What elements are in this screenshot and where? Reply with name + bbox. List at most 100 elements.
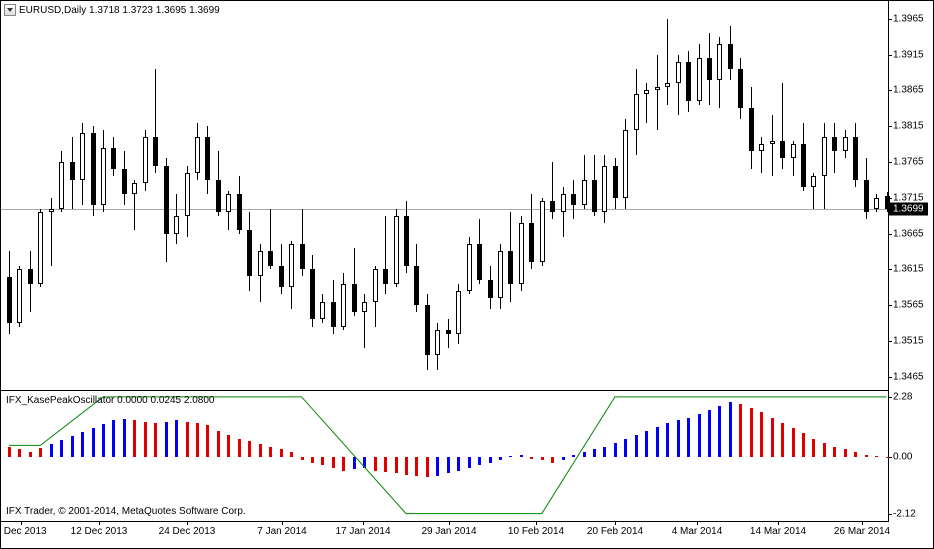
- candle-body: [592, 180, 597, 212]
- dropdown-icon[interactable]: [4, 4, 16, 16]
- oscillator-chart[interactable]: [1, 391, 889, 521]
- time-axis: 2 Dec 201312 Dec 201324 Dec 20137 Jan 20…: [1, 521, 889, 549]
- price-chart[interactable]: [1, 1, 889, 391]
- candle-body: [519, 223, 524, 284]
- chart-title: EURUSD,Daily 1.3718 1.3723 1.3695 1.3699: [19, 5, 220, 16]
- candle-body: [320, 302, 325, 320]
- candle-body: [697, 58, 702, 101]
- candle-body: [205, 137, 210, 180]
- candle-body: [310, 269, 315, 319]
- candle-wick: [646, 83, 647, 122]
- candle-body: [101, 148, 106, 205]
- candle-body: [153, 137, 158, 166]
- candle-body: [91, 133, 96, 205]
- price-tick: [889, 269, 892, 270]
- time-tick: [99, 522, 100, 525]
- time-tick: [615, 522, 616, 525]
- candle-body: [634, 94, 639, 130]
- time-tick-label: 24 Dec 2013: [159, 526, 216, 537]
- price-tick: [889, 19, 892, 20]
- price-tick-label: 1.3915: [893, 49, 924, 60]
- candle-body: [665, 83, 670, 87]
- price-tick-label: 1.3515: [893, 335, 924, 346]
- candle-body: [602, 166, 607, 213]
- time-tick-label: 26 Mar 2014: [834, 526, 890, 537]
- candle-body: [28, 269, 33, 283]
- candle-body: [623, 130, 628, 198]
- candle-body: [832, 137, 837, 151]
- candle-body: [414, 266, 419, 305]
- time-tick-label: 12 Dec 2013: [71, 526, 128, 537]
- chart-window: EURUSD,Daily 1.3718 1.3723 1.3695 1.3699…: [0, 0, 934, 549]
- time-tick: [363, 522, 364, 525]
- candle-body: [38, 212, 43, 284]
- candle-body: [7, 277, 12, 324]
- candle-body: [268, 251, 273, 265]
- price-tick-label: 1.3815: [893, 121, 924, 132]
- time-tick-label: 17 Jan 2014: [335, 526, 390, 537]
- candle-body: [874, 198, 879, 209]
- candle-body: [770, 141, 775, 145]
- price-tick: [889, 234, 892, 235]
- candle-body: [143, 137, 148, 184]
- price-tick-label: 1.3615: [893, 264, 924, 275]
- candle-body: [686, 62, 691, 101]
- price-tick-label: 1.3465: [893, 371, 924, 382]
- candle-body: [352, 284, 357, 313]
- time-tick-label: 20 Feb 2014: [587, 526, 643, 537]
- candle-body: [571, 194, 576, 205]
- oscillator-tick: [889, 397, 892, 398]
- price-tick: [889, 162, 892, 163]
- price-tick-label: 1.3565: [893, 300, 924, 311]
- time-tick: [697, 522, 698, 525]
- price-tick: [889, 126, 892, 127]
- candle-body: [174, 216, 179, 234]
- candle-body: [780, 141, 785, 159]
- candle-body: [80, 133, 85, 180]
- current-price-marker: 1.3699: [889, 203, 928, 216]
- candle-body: [749, 108, 754, 151]
- price-axis: 1.3465 1.3515 1.3565 1.3615 1.3665 1.3715 1.37…: [889, 1, 934, 391]
- time-tick-label: 29 Jan 2014: [421, 526, 476, 537]
- candle-body: [488, 280, 493, 298]
- oscillator-axis: 2.280.00-2.12: [889, 391, 934, 521]
- candle-body: [435, 330, 440, 355]
- candle-body: [185, 173, 190, 216]
- candle-body: [613, 166, 618, 198]
- price-tick-label: 1.3665: [893, 228, 924, 239]
- price-tick: [889, 377, 892, 378]
- candle-body: [300, 244, 305, 269]
- candle-body: [237, 194, 242, 230]
- oscillator-signal-line: [9, 397, 887, 514]
- time-tick: [778, 522, 779, 525]
- time-tick: [282, 522, 283, 525]
- oscillator-tick: [889, 457, 892, 458]
- candle-body: [258, 251, 263, 276]
- candle-wick: [667, 19, 668, 105]
- price-tick-label: 1.3765: [893, 157, 924, 168]
- candle-body: [843, 137, 848, 151]
- candle-body: [759, 144, 764, 151]
- candle-body: [17, 269, 22, 323]
- candle-body: [550, 201, 555, 212]
- time-tick: [21, 522, 22, 525]
- oscillator-tick-label: 2.28: [893, 391, 912, 402]
- candle-body: [811, 176, 816, 187]
- oscillator-tick-label: -2.12: [893, 508, 916, 519]
- candle-body: [226, 194, 231, 212]
- candle-body: [425, 305, 430, 355]
- price-tick-label: 1.3715: [893, 192, 924, 203]
- candle-body: [655, 87, 660, 91]
- price-tick: [889, 341, 892, 342]
- candle-body: [582, 180, 587, 205]
- candle-body: [394, 216, 399, 284]
- candle-body: [801, 144, 806, 187]
- candle-body: [644, 90, 649, 94]
- time-tick-label: 4 Mar 2014: [672, 526, 723, 537]
- candle-wick: [448, 319, 449, 348]
- candle-body: [561, 194, 566, 212]
- candle-body: [341, 284, 346, 327]
- candle-wick: [657, 55, 658, 130]
- candle-body: [498, 251, 503, 298]
- time-tick-label: 2 Dec 2013: [0, 526, 47, 537]
